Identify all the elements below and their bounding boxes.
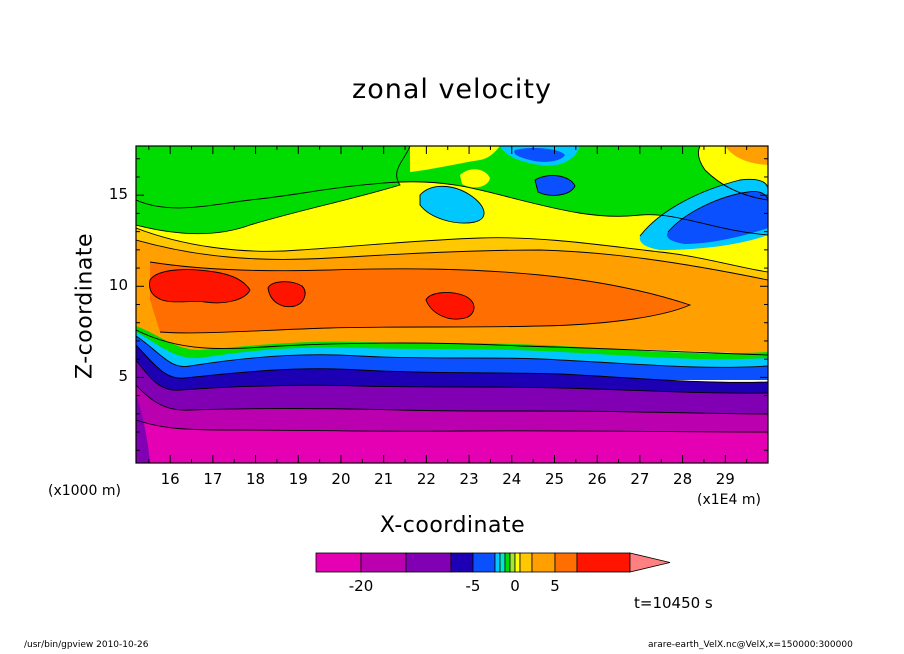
region-violet	[136, 385, 768, 435]
colorbar-label: -5	[465, 577, 481, 595]
y-tick-label: 10	[108, 276, 128, 295]
colorbar-segment	[576, 552, 631, 573]
colorbar-label: 5	[550, 577, 560, 595]
colorbar-segment	[519, 552, 533, 573]
x-tick-label: 28	[673, 470, 693, 488]
chart-title: zonal velocity	[352, 74, 552, 105]
y-tick-label: 5	[118, 367, 128, 386]
colorbar-segment	[315, 552, 362, 573]
colorbar-overflow-arrow	[629, 552, 671, 573]
region-top-blue-2	[514, 147, 565, 162]
colorbar-label: -20	[348, 577, 374, 595]
axis-ticks	[136, 146, 769, 463]
region-top-green-left	[136, 146, 410, 234]
x-tick-label: 16	[160, 470, 180, 488]
region-red-2	[268, 281, 306, 307]
colorbar	[315, 552, 671, 573]
x-tick-label: 25	[544, 470, 565, 488]
colorbar-segment	[499, 552, 506, 573]
colorbar-segment	[472, 552, 496, 573]
colorbar-segment	[531, 552, 556, 573]
region-top-yellow	[410, 146, 500, 172]
colorbar-segment	[450, 552, 474, 573]
region-dark-orange	[150, 262, 690, 333]
colorbar-label: 0	[510, 577, 520, 595]
region-red-1	[149, 269, 250, 303]
region-right-orange	[725, 146, 768, 165]
region-purple	[136, 360, 768, 415]
colorbar-segment	[509, 552, 516, 573]
x-tick-label: 20	[331, 470, 351, 488]
x-tick-label: 19	[288, 470, 308, 488]
x-tick-label: 21	[374, 470, 394, 488]
colorbar-segment	[494, 552, 501, 573]
x-unit-label: (x1000 m)	[48, 483, 121, 499]
footer-left-text: /usr/bin/gpview 2010-10-26	[24, 640, 149, 650]
colorbar-segment	[514, 552, 521, 573]
footer-right-text: arare-earth_VelX.nc@VelX,x=150000:300000	[648, 640, 853, 650]
x-tick-label: 23	[459, 470, 479, 488]
x-tick-label: 17	[203, 470, 223, 488]
region-red-3	[426, 292, 475, 320]
region-right-blue	[666, 191, 768, 244]
y-axis-label: Z-coordinate	[72, 233, 98, 379]
region-top-cyan-3	[420, 186, 485, 224]
colorbar-segment	[504, 552, 511, 573]
x-axis-label: X-coordinate	[379, 513, 526, 538]
x-scale-label: (x1E4 m)	[697, 492, 761, 508]
x-tick-label: 22	[416, 470, 436, 488]
x-tick-label: 29	[715, 470, 735, 488]
time-annotation: t=10450 s	[634, 594, 713, 612]
x-tick-label: 18	[246, 470, 266, 488]
colorbar-segment	[405, 552, 452, 573]
contour-lines	[136, 146, 768, 433]
region-top-yellow-2	[460, 169, 490, 188]
colorbar-segment	[554, 552, 578, 573]
region-navy	[136, 345, 768, 395]
region-top-blue-3	[535, 175, 575, 196]
contour-field	[136, 146, 768, 463]
x-tick-label: 24	[502, 470, 522, 488]
y-tick-label: 15	[108, 185, 128, 204]
x-tick-label: 26	[587, 470, 607, 488]
colorbar-segment	[360, 552, 407, 573]
region-left-edge-purple	[136, 395, 150, 463]
x-tick-label: 27	[630, 470, 650, 488]
